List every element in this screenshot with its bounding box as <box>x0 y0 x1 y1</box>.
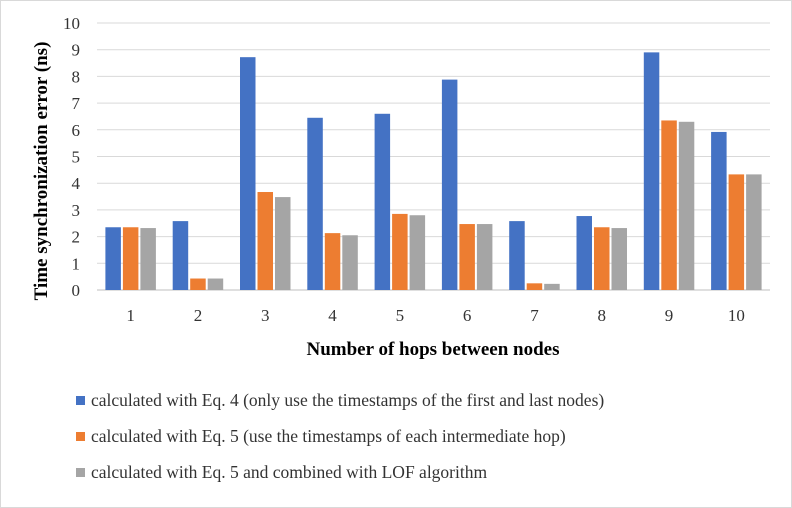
bar <box>172 221 189 290</box>
x-tick-labels: 1 2 3 4 5 6 7 8 9 10 <box>126 306 744 325</box>
bar <box>576 216 592 290</box>
x-tick-label: 10 <box>728 306 745 325</box>
x-tick-label: 1 <box>126 306 135 325</box>
legend: calculated with Eq. 4 (only use the time… <box>76 382 604 490</box>
legend-label-eq5: calculated with Eq. 5 (use the timestamp… <box>91 425 566 446</box>
bar <box>207 278 224 290</box>
y-tick-label: 9 <box>72 41 81 60</box>
bar <box>392 213 408 290</box>
bar <box>324 233 341 290</box>
bar <box>544 283 560 290</box>
bar <box>307 117 323 290</box>
bar <box>190 278 206 290</box>
y-tick-label: 3 <box>72 201 81 220</box>
legend-swatch-eq5 <box>76 431 85 441</box>
bar <box>459 224 475 290</box>
bar <box>594 227 610 290</box>
y-tick-label: 1 <box>72 254 81 273</box>
y-tick-label: 5 <box>72 148 81 167</box>
bar <box>240 57 256 291</box>
bar <box>374 113 391 290</box>
bar <box>643 52 660 291</box>
bar <box>728 174 745 290</box>
x-tick-label: 7 <box>530 306 539 325</box>
x-tick-label: 6 <box>463 306 472 325</box>
y-tick-label: 7 <box>72 94 81 113</box>
bars <box>105 52 762 291</box>
x-tick-label: 2 <box>194 306 203 325</box>
bar <box>342 235 358 290</box>
x-tick-label: 5 <box>396 306 405 325</box>
x-tick-label: 3 <box>261 306 270 325</box>
legend-label-eq4: calculated with Eq. 4 (only use the time… <box>91 389 605 410</box>
bar <box>711 131 727 290</box>
bar <box>526 283 543 290</box>
y-axis-title: Time synchronization error (ns) <box>31 42 52 301</box>
y-tick-label: 8 <box>72 67 81 86</box>
bar <box>661 120 677 290</box>
y-tick-label: 2 <box>72 228 81 247</box>
bar <box>257 192 273 290</box>
legend-swatch-eq5-lof <box>76 467 85 477</box>
bar <box>409 215 426 290</box>
y-tick-label: 10 <box>63 14 80 33</box>
bar <box>678 121 695 290</box>
x-tick-label: 8 <box>598 306 607 325</box>
y-tick-label: 0 <box>72 281 81 300</box>
legend-label-eq5-lof: calculated with Eq. 5 and combined with … <box>91 461 488 482</box>
x-axis-title: Number of hops between nodes <box>306 339 559 360</box>
y-tick-labels: 0 1 2 3 4 5 6 7 8 9 10 <box>63 14 81 300</box>
bar <box>476 224 493 290</box>
bar <box>509 221 525 290</box>
bar <box>140 228 156 290</box>
bar <box>611 228 627 290</box>
bar <box>441 79 458 290</box>
y-tick-label: 6 <box>72 121 81 140</box>
x-tick-label: 9 <box>665 306 674 325</box>
bar <box>746 174 762 290</box>
bar <box>275 197 291 290</box>
legend-item-eq5-lof: calculated with Eq. 5 and combined with … <box>76 454 604 490</box>
bar <box>122 227 139 290</box>
legend-item-eq4: calculated with Eq. 4 (only use the time… <box>76 382 604 418</box>
legend-item-eq5: calculated with Eq. 5 (use the timestamp… <box>76 418 604 454</box>
y-tick-label: 4 <box>72 174 81 193</box>
x-tick-label: 4 <box>328 306 337 325</box>
bar <box>105 227 121 290</box>
legend-swatch-eq4 <box>76 395 85 405</box>
